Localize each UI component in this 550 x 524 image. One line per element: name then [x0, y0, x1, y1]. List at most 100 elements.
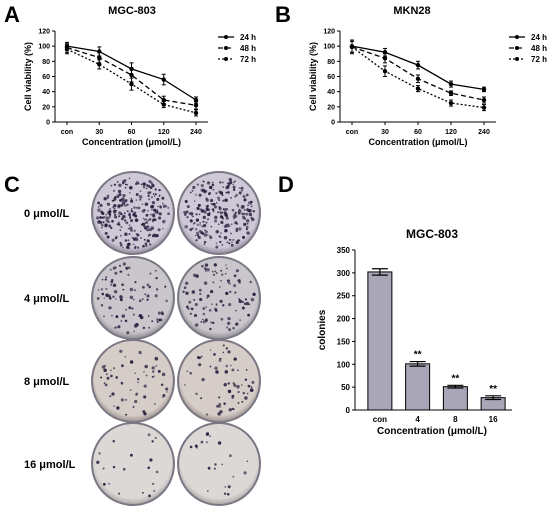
x-tick-label: 8: [453, 415, 458, 424]
colony-dot: [192, 215, 194, 218]
colony-dot: [219, 192, 222, 195]
colony-dot: [183, 286, 187, 289]
colony-dot: [244, 378, 248, 381]
colony-dot: [144, 242, 148, 245]
colony-dot: [237, 390, 240, 394]
x-tick-label: 30: [381, 129, 389, 136]
colony-dot: [230, 223, 233, 226]
colony-dot: [245, 301, 249, 306]
colony-dot: [212, 281, 215, 284]
colony-dot: [119, 349, 123, 353]
colony-dot: [134, 372, 136, 374]
colony-dot: [197, 235, 201, 240]
colony-dot: [205, 230, 208, 234]
colony-dot: [145, 244, 148, 247]
colony-dot: [110, 226, 113, 230]
colony-dot: [228, 328, 232, 332]
x-axis-label: Concentration (μmol/L): [369, 137, 468, 147]
colony-dot: [193, 298, 196, 301]
legend-label: 48 h: [240, 44, 256, 53]
colony-dot: [200, 231, 204, 235]
colony-dot: [105, 287, 108, 290]
data-point: [97, 55, 102, 60]
colony-dot: [240, 186, 244, 190]
colony-dot: [132, 313, 135, 316]
colony-dot: [233, 274, 237, 278]
colony-dot: [216, 202, 218, 204]
colony-dot: [215, 245, 219, 249]
colony-dot: [231, 208, 235, 212]
colony-dot: [246, 231, 250, 235]
colony-dot: [99, 216, 103, 219]
colony-dot: [222, 344, 225, 347]
colony-dot: [196, 234, 200, 237]
colony-dot: [117, 215, 121, 218]
colony-dot: [110, 280, 114, 284]
colony-dot: [218, 199, 221, 202]
colony-dot: [214, 205, 217, 209]
colony-dot: [217, 412, 221, 416]
colony-dot: [186, 216, 189, 219]
colony-dot: [189, 371, 192, 375]
colony-dot: [199, 221, 202, 224]
colony-dot: [236, 384, 240, 389]
colony-dot: [246, 392, 249, 395]
y-tick-label: 150: [337, 337, 351, 346]
colony-dot: [221, 463, 223, 466]
colony-dot: [188, 300, 192, 304]
colony-dot: [166, 391, 168, 393]
colony-dot: [138, 314, 142, 318]
colony-dot: [144, 364, 148, 369]
data-point: [382, 56, 388, 61]
colony-dot: [97, 206, 100, 208]
colony-dot: [161, 311, 163, 313]
colony-dot: [108, 210, 112, 214]
colony-dot: [211, 303, 213, 306]
colony-dot: [132, 237, 135, 239]
colony-dot: [145, 218, 147, 220]
colony-dot: [151, 320, 154, 323]
colony-dot: [238, 281, 241, 284]
colony-dot: [157, 228, 161, 232]
colony-dot: [195, 228, 198, 231]
colony-dot: [204, 263, 209, 267]
colony-dot: [151, 366, 155, 370]
colony-dot: [97, 220, 101, 224]
colony-dot: [131, 307, 134, 310]
colony-dot: [215, 242, 218, 245]
colony-dot: [109, 395, 112, 398]
colony-dot: [135, 193, 139, 196]
colony-dot: [137, 206, 141, 210]
colony-dot: [115, 376, 119, 379]
concentration-row-label: 4 μmol/L: [24, 293, 70, 305]
series-line: [66, 47, 197, 106]
colony-dot: [211, 181, 214, 184]
colony-dot: [97, 289, 100, 291]
colony-dot: [155, 276, 158, 280]
colony-dot: [133, 206, 136, 209]
colony-dot: [152, 193, 155, 195]
colony-dot: [120, 364, 124, 368]
colony-dot: [221, 244, 224, 246]
colony-dot: [207, 466, 211, 470]
colony-dot: [204, 267, 207, 270]
concentration-row-label: 16 μmol/L: [24, 459, 76, 471]
colony-dot: [225, 347, 228, 350]
colony-dot: [200, 440, 204, 444]
data-point: [193, 103, 199, 108]
colony-dot: [129, 360, 134, 364]
colony-dot: [116, 222, 120, 226]
colony-dot: [111, 238, 115, 242]
colony-dot: [153, 403, 156, 406]
data-point: [481, 87, 487, 92]
colony-dot: [202, 223, 207, 228]
colony-dot: [219, 286, 221, 288]
colony-dot: [135, 233, 138, 235]
colony-dot: [108, 216, 111, 219]
colony-dot: [128, 177, 131, 180]
colony-dot: [127, 227, 130, 230]
colony-dot: [108, 213, 112, 216]
colony-dot: [128, 212, 131, 215]
colony-dot: [151, 482, 155, 486]
chart-a-viability-mgc803: MGC-803 0 20 40 60 80 100 120 con 30 60 120 240 Conce…: [23, 5, 256, 147]
